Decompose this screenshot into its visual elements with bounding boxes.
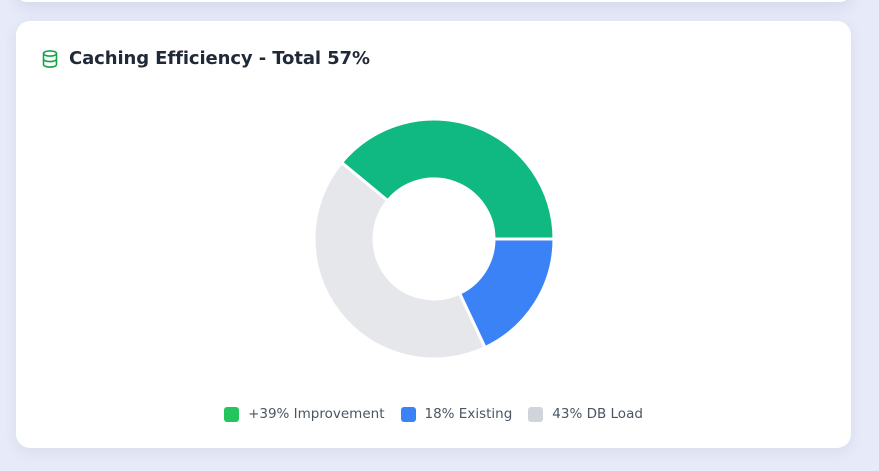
legend-swatch: [528, 406, 544, 422]
legend-swatch: [400, 406, 416, 422]
legend-label: 43% DB Load: [552, 406, 643, 422]
caching-efficiency-card: Caching Efficiency - Total 57% +39% Impr…: [16, 21, 851, 448]
legend-label: 18% Existing: [424, 406, 513, 422]
database-icon: [40, 49, 60, 69]
legend-label: +39% Improvement: [248, 406, 385, 422]
donut-slice-db-load[interactable]: [312, 160, 488, 361]
donut-slice-improvement[interactable]: [339, 117, 556, 241]
previous-card: [16, 0, 851, 2]
chart-legend: +39% Improvement 18% Existing 43% DB Load: [16, 406, 851, 422]
legend-swatch: [224, 406, 240, 422]
legend-item-improvement[interactable]: +39% Improvement: [224, 406, 385, 422]
legend-item-db-load[interactable]: 43% DB Load: [528, 406, 643, 422]
card-header: Caching Efficiency - Total 57%: [40, 48, 370, 69]
doughnut-chart: [312, 117, 556, 361]
card-title: Caching Efficiency - Total 57%: [69, 48, 370, 69]
legend-item-existing[interactable]: 18% Existing: [400, 406, 513, 422]
